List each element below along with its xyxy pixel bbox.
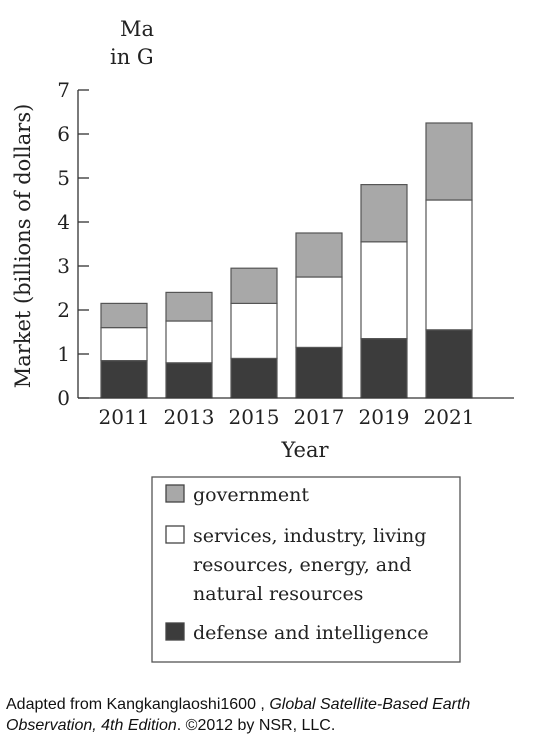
legend-label: services, industry, living — [193, 525, 426, 547]
bar-segment-2021-0 — [425, 329, 473, 399]
x-axis: 2011 2013 2015 2017 2019 2021 Year — [78, 397, 514, 462]
y-tick-label: 3 — [57, 254, 70, 278]
legend-box — [151, 476, 461, 663]
y-axis: 0 1 2 3 4 5 6 7 Market (billions of dollars) — [11, 78, 89, 410]
x-tick-label: 2011 — [99, 405, 150, 429]
bar-segment-2021-1 — [425, 199, 473, 331]
bar-segment-2017-2 — [295, 232, 343, 278]
x-axis-label: Year — [280, 438, 329, 462]
y-tick-label: 7 — [57, 78, 70, 102]
source-suffix: . ©2012 by NSR, LLC. — [176, 717, 336, 734]
x-tick-label: 2021 — [424, 405, 475, 429]
y-tick-label: 6 — [57, 122, 70, 146]
legend-label: natural resources — [193, 583, 363, 605]
x-tick-label: 2017 — [294, 405, 345, 429]
legend-swatch-1 — [165, 525, 185, 544]
stacked-bar-chart: Ma in G 0 1 2 3 4 5 6 7 Market (billions of dolla… — [11, 17, 514, 663]
bar-segment-2019-1 — [360, 241, 408, 340]
y-tick-label: 4 — [57, 210, 70, 234]
bar-segment-2017-0 — [295, 346, 343, 399]
title-line-0: Ma — [120, 17, 154, 41]
legend-swatch-0 — [165, 484, 185, 503]
bar-segment-2015-1 — [230, 302, 278, 359]
x-tick-label: 2019 — [359, 405, 410, 429]
legend: government services, industry, living reso… — [151, 476, 461, 663]
bar-segment-2017-1 — [295, 276, 343, 349]
bar-segment-2019-0 — [360, 338, 408, 399]
legend-label: defense and intelligence — [193, 622, 429, 644]
y-axis-label: Market (billions of dollars) — [11, 104, 35, 389]
y-tick-label: 2 — [57, 298, 70, 322]
bar-segment-2013-0 — [165, 362, 213, 399]
bar-segment-2015-0 — [230, 357, 278, 399]
bar-segment-2015-2 — [230, 267, 278, 305]
chart-title: Ma in G — [110, 17, 154, 69]
legend-label: government — [193, 484, 309, 506]
title-line-1: in G — [110, 45, 154, 69]
legend-label: resources, energy, and — [193, 554, 412, 576]
bar-segment-2011-2 — [100, 302, 148, 329]
y-tick-label: 0 — [57, 386, 70, 410]
bar-segment-2011-0 — [100, 360, 148, 399]
bar-segment-2019-2 — [360, 184, 408, 243]
bar-segment-2013-1 — [165, 320, 213, 364]
source-note: Adapted from Kangkanglaoshi1600 , Global… — [6, 696, 471, 734]
x-tick-label: 2015 — [229, 405, 280, 429]
bar-segment-2021-2 — [425, 122, 473, 201]
bar-segment-2011-1 — [100, 327, 148, 362]
legend-swatch-2 — [165, 622, 185, 641]
y-tick-label: 1 — [57, 342, 70, 366]
source-title: Global Satellite-Based Earth Observation… — [6, 696, 471, 734]
x-tick-label: 2013 — [164, 405, 215, 429]
bars — [100, 122, 473, 399]
y-tick-label: 5 — [57, 166, 70, 190]
source-prefix: Adapted from Kangkanglaoshi1600 — [6, 696, 256, 713]
bar-segment-2013-2 — [165, 291, 213, 322]
